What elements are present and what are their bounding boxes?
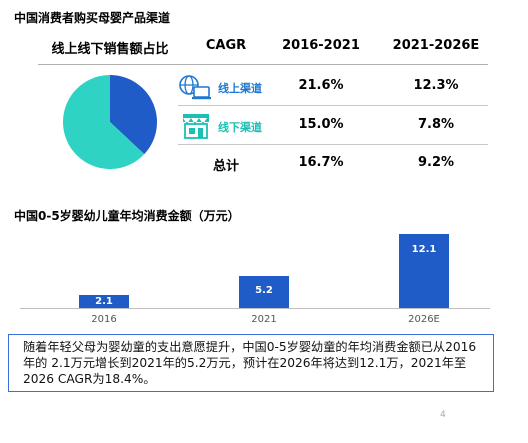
channel-section-title: 中国消费者购买母婴产品渠道	[14, 11, 171, 25]
bar-2016	[79, 295, 129, 308]
total-cagr-2021-2026: 9.2%	[417, 155, 455, 170]
bar-2026E	[399, 234, 449, 308]
online-cagr-2021-2026: 12.3%	[413, 78, 459, 93]
pie-slice-1	[62, 75, 145, 169]
bar-value-label: 12.1	[411, 244, 437, 255]
x-tick-label: 2016	[91, 314, 117, 325]
x-tick-label: 2026E	[408, 314, 440, 325]
row-divider	[178, 105, 488, 106]
x-tick-label: 2021	[251, 314, 277, 325]
header-divider	[38, 64, 488, 65]
bar-2021	[239, 276, 289, 308]
x-axis-line	[20, 308, 490, 309]
total-label: 总计	[212, 159, 239, 174]
offline-store-icon	[181, 112, 211, 140]
row-divider	[178, 144, 488, 145]
period1-header: 2016-2021	[282, 38, 360, 53]
online-cagr-2016-2021: 21.6%	[298, 78, 344, 93]
online-channel-icon	[179, 74, 213, 102]
offline-channel-label: 线下渠道	[218, 121, 262, 134]
bar-value-label: 5.2	[255, 285, 273, 296]
period2-header: 2021-2026E	[392, 38, 480, 53]
chart-title: 中国0-5岁婴幼儿童年均消费金额（万元）	[14, 209, 240, 223]
offline-cagr-2021-2026: 7.8%	[417, 117, 455, 132]
pie-slice-0	[110, 75, 157, 155]
cagr-header: CAGR	[205, 38, 247, 53]
channel-share-pie	[62, 75, 157, 169]
online-channel-label: 线上渠道	[218, 82, 262, 95]
share-header: 线上线下销售额占比	[51, 42, 169, 57]
page-number: 4	[440, 410, 446, 420]
summary-note: 随着年轻父母为婴幼童的支出意愿提升，中国0-5岁婴幼童的年均消费金额已从2016…	[8, 334, 494, 392]
total-cagr-2016-2021: 16.7%	[298, 155, 344, 170]
bar-value-label: 2.1	[95, 296, 113, 307]
offline-cagr-2016-2021: 15.0%	[298, 117, 344, 132]
